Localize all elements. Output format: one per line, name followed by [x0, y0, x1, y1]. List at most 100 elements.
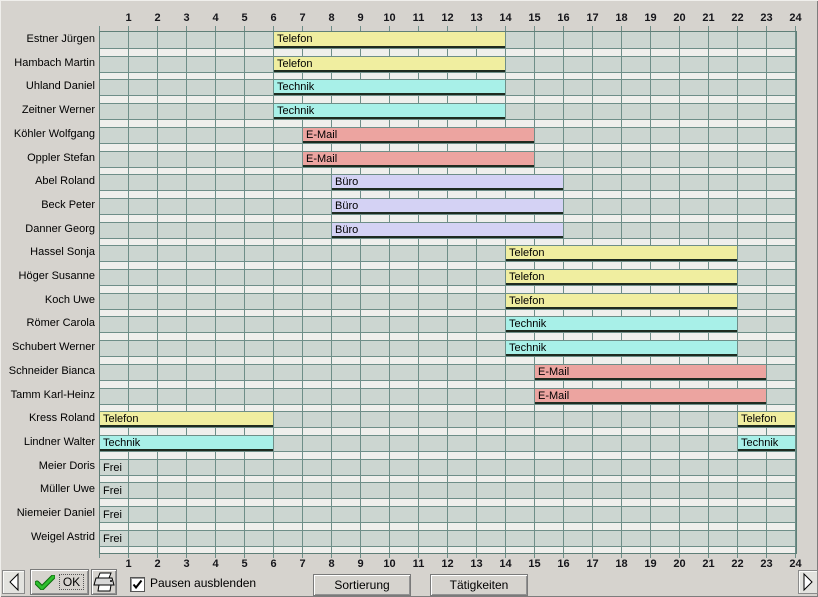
- hour-label: 22: [731, 558, 744, 570]
- hour-label: 11: [412, 12, 425, 24]
- top-ticks: [99, 26, 797, 31]
- left-arrow-icon: [8, 572, 18, 592]
- activity-bar[interactable]: Technik: [506, 317, 737, 332]
- pause-row: [100, 285, 796, 293]
- activity-bar[interactable]: Telefon: [100, 412, 273, 427]
- print-button[interactable]: [91, 569, 117, 595]
- activity-bar[interactable]: Technik: [738, 436, 795, 451]
- bottom-hour-scale: 1 2 3 4 5 6 7 8 9 10 11 12 13 14 15 16 17 18 19 20 21 22 23 24: [0, 557, 818, 573]
- activity-bar[interactable]: Telefon: [738, 412, 795, 427]
- schedule-row: Frei: [100, 482, 796, 498]
- pause-checkbox[interactable]: [130, 577, 145, 592]
- schedule-row: Telefon: [100, 293, 796, 309]
- employee-name: Beck Peter: [41, 199, 95, 211]
- employee-name: Abel Roland: [35, 175, 95, 187]
- hour-label: 11: [412, 558, 425, 570]
- hour-label: 12: [441, 558, 454, 570]
- pause-row: [100, 190, 796, 198]
- schedule-row: Telefon Telefon: [100, 411, 796, 427]
- activity-bar[interactable]: Büro: [332, 175, 563, 190]
- hour-label: 13: [470, 558, 483, 570]
- pause-checkbox-label[interactable]: Pausen ausblenden: [150, 576, 257, 590]
- hour-label: 5: [241, 558, 248, 570]
- hour-label: 13: [470, 12, 483, 24]
- activity-bar[interactable]: Büro: [332, 199, 563, 214]
- activity-bar[interactable]: Büro: [332, 223, 563, 238]
- hour-label: 8: [328, 12, 335, 24]
- hour-label: 2: [154, 558, 161, 570]
- activity-bar[interactable]: Technik: [274, 104, 505, 119]
- pause-row: [100, 498, 796, 506]
- hour-label: 6: [270, 558, 277, 570]
- schedule-row: Telefon: [100, 32, 796, 48]
- schedule-row: Frei: [100, 530, 796, 546]
- schedule-row: E-Mail: [100, 151, 796, 167]
- pause-row: [100, 167, 796, 174]
- activity-bar[interactable]: Telefon: [274, 32, 505, 48]
- right-arrow-icon: [803, 572, 813, 592]
- hour-label: 16: [557, 558, 570, 570]
- activity-bar[interactable]: Telefon: [506, 246, 737, 261]
- activity-bar[interactable]: Telefon: [506, 294, 737, 309]
- schedule-row: Telefon: [100, 245, 796, 261]
- pause-row: [100, 238, 796, 245]
- hour-label: 18: [615, 558, 628, 570]
- hour-label: 23: [760, 12, 773, 24]
- schedule-row: Technik: [100, 103, 796, 119]
- activity-bar[interactable]: Technik: [100, 436, 273, 451]
- pause-row: [100, 427, 796, 435]
- printer-icon: [93, 572, 115, 592]
- hour-label: 7: [299, 12, 306, 24]
- pause-row: [100, 309, 796, 316]
- hour-label: 9: [357, 12, 364, 24]
- schedule-row: E-Mail: [100, 388, 796, 404]
- employee-name: Köhler Wolfgang: [13, 128, 95, 140]
- scroll-right-button[interactable]: [798, 570, 818, 594]
- activity-bar[interactable]: Technik: [506, 341, 737, 356]
- hour-label: 14: [499, 12, 512, 24]
- pause-row: [100, 214, 796, 222]
- schedule-grid: Telefon Telefon Technik Technik E-Mail E-Mail…: [99, 31, 797, 554]
- hour-label: 3: [183, 558, 190, 570]
- schedule-row: Technik Technik: [100, 435, 796, 451]
- sort-button[interactable]: Sortierung: [313, 574, 411, 596]
- hour-label: 8: [328, 558, 335, 570]
- hour-label: 19: [644, 12, 657, 24]
- hour-label: 1: [125, 558, 132, 570]
- schedule-row: Frei: [100, 459, 796, 475]
- pause-row: [100, 95, 796, 103]
- pause-row: [100, 356, 796, 364]
- schedule-row: Technik: [100, 340, 796, 356]
- employee-name: Danner Georg: [25, 223, 95, 235]
- pause-row: [100, 546, 796, 553]
- activity-bar[interactable]: Telefon: [506, 270, 737, 285]
- activity-bar[interactable]: E-Mail: [303, 152, 534, 167]
- hour-label: 18: [615, 12, 628, 24]
- activity-bar[interactable]: Telefon: [274, 57, 505, 72]
- employee-name: Schneider Bianca: [8, 365, 95, 377]
- hour-label: 14: [499, 558, 512, 570]
- activity-bar[interactable]: E-Mail: [535, 365, 766, 380]
- hour-label: 10: [383, 558, 396, 570]
- schedule-row: Telefon: [100, 269, 796, 285]
- pause-row: [100, 143, 796, 151]
- hour-label: 4: [212, 12, 219, 24]
- hour-label: 15: [528, 558, 541, 570]
- employee-name: Hassel Sonja: [30, 246, 95, 258]
- green-check-icon: [34, 574, 55, 590]
- employee-name: Koch Uwe: [44, 294, 95, 306]
- scroll-left-button[interactable]: [2, 570, 25, 594]
- schedule-row: E-Mail: [100, 364, 796, 380]
- activity-bar[interactable]: Technik: [274, 80, 505, 95]
- check-icon: [132, 579, 143, 590]
- free-label: Frei: [103, 485, 122, 497]
- activity-bar[interactable]: E-Mail: [535, 389, 766, 404]
- activities-button[interactable]: Tätigkeiten: [430, 574, 528, 596]
- hour-label: 2: [154, 12, 161, 24]
- ok-button[interactable]: OK: [30, 569, 89, 595]
- ok-button-label: OK: [58, 574, 85, 590]
- pause-row: [100, 119, 796, 127]
- schedule-row: Telefon: [100, 56, 796, 72]
- activity-bar[interactable]: E-Mail: [303, 128, 534, 143]
- employee-name: Lindner Walter: [23, 436, 95, 448]
